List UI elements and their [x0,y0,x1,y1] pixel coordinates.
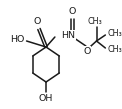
Text: OH: OH [39,94,53,102]
Text: CH₃: CH₃ [87,16,102,26]
Text: CH₃: CH₃ [107,45,122,54]
Text: CH₃: CH₃ [107,28,122,37]
Text: O: O [69,8,76,16]
Text: HO: HO [10,36,25,44]
Text: O: O [83,47,90,55]
Text: O: O [34,18,41,26]
Text: HN: HN [61,31,75,39]
